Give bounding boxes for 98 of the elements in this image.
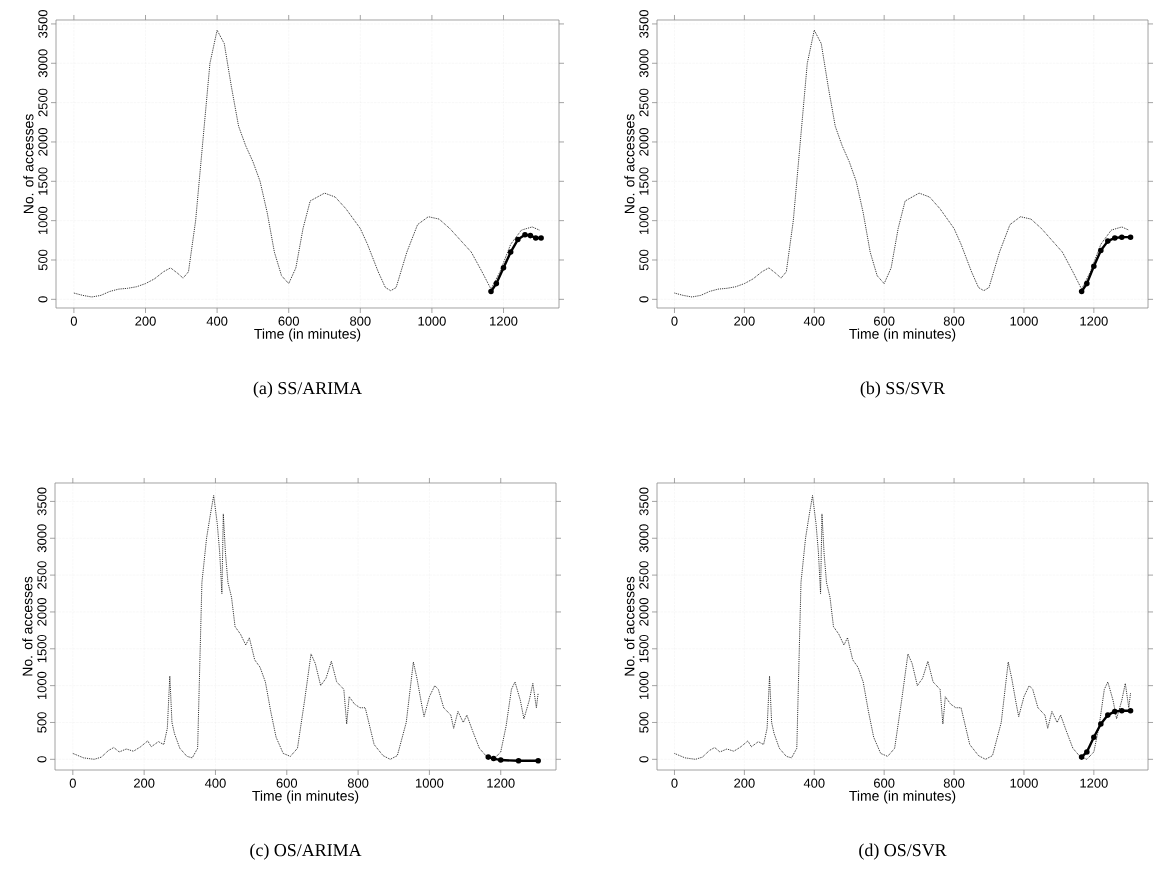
- x-tick-label: 600: [278, 316, 300, 326]
- point: [1091, 263, 1097, 270]
- y-tick-label: 0: [639, 296, 649, 303]
- x-tick-label: 200: [134, 778, 155, 788]
- x-tick-label: 400: [206, 316, 228, 326]
- text: (a) SS/ARIMA: [253, 381, 362, 398]
- point: [1078, 288, 1085, 295]
- x-tick-label: 1000: [415, 778, 444, 788]
- x-axis-title: Time (in minutes): [252, 790, 359, 804]
- y-tick-label: 0: [38, 296, 48, 303]
- x-tick-label: 1200: [490, 316, 518, 326]
- y-axis-title: No. of accesses: [624, 576, 635, 676]
- point: [1084, 280, 1090, 287]
- x-tick-label: 800: [943, 778, 965, 788]
- point: [1091, 734, 1097, 740]
- x-tick-label: 600: [276, 778, 298, 788]
- point: [1078, 754, 1085, 760]
- y-tick-label: 3000: [639, 49, 649, 78]
- point: [515, 236, 521, 243]
- y-axis-title: No. of accesses: [624, 114, 635, 214]
- x-tick-label: 1200: [487, 778, 515, 788]
- y-tick-label: 2000: [38, 128, 48, 156]
- y-tick-label: 1000: [38, 206, 48, 235]
- y-tick-label: 1500: [37, 634, 47, 663]
- x-tick-label: 1200: [1080, 316, 1108, 326]
- point: [1112, 708, 1118, 715]
- y-tick-label: 2500: [639, 88, 649, 117]
- x-tick-label: 400: [803, 778, 825, 788]
- point: [1098, 247, 1104, 254]
- y-tick-label: 0: [37, 756, 47, 763]
- point: [1127, 707, 1134, 714]
- point: [1127, 234, 1134, 240]
- y-tick-label: 2000: [639, 598, 649, 626]
- y-tick-label: 500: [38, 249, 48, 271]
- y-tick-label: 1000: [639, 671, 649, 700]
- text: (c) OS/ARIMA: [250, 843, 362, 860]
- y-tick-label: 500: [639, 712, 649, 733]
- point: [488, 288, 494, 295]
- y-tick-label: 2500: [38, 88, 48, 117]
- y-tick-label: 1000: [639, 206, 649, 235]
- x-tick-label: 200: [734, 316, 755, 326]
- x-tick-label: 200: [734, 778, 755, 788]
- y-tick-label: 500: [639, 249, 649, 271]
- y-tick-label: 0: [639, 756, 649, 763]
- x-tick-label: 0: [69, 778, 76, 788]
- x-tick-label: 200: [135, 316, 156, 326]
- y-tick-label: 2500: [37, 561, 47, 589]
- y-tick-label: 1500: [38, 167, 48, 195]
- point: [1119, 234, 1125, 240]
- point: [538, 235, 544, 241]
- y-tick-label: 1000: [37, 671, 47, 700]
- point: [493, 280, 500, 287]
- point: [1112, 235, 1118, 241]
- point: [527, 232, 534, 239]
- y-tick-label: 3000: [37, 524, 47, 553]
- x-tick-label: 1000: [1010, 316, 1038, 326]
- y-tick-label: 3500: [639, 10, 649, 38]
- x-tick-label: 800: [943, 316, 965, 326]
- y-tick-label: 3500: [639, 487, 649, 516]
- y-tick-label: 3000: [38, 49, 48, 78]
- y-tick-label: 3000: [639, 524, 649, 553]
- y-axis-title: No. of accesses: [23, 114, 34, 214]
- point: [522, 232, 528, 238]
- x-tick-label: 400: [204, 778, 226, 788]
- x-tick-label: 0: [671, 778, 678, 788]
- y-tick-label: 3500: [37, 487, 47, 516]
- text: (d) OS/SVR: [859, 843, 947, 860]
- point: [532, 235, 539, 241]
- line-series: [73, 29, 540, 298]
- y-tick-label: 1500: [639, 634, 649, 663]
- x-axis-title: Time (in minutes): [254, 328, 361, 342]
- x-axis-title: Time (in minutes): [849, 790, 956, 804]
- x-tick-label: 400: [803, 316, 825, 326]
- x-axis-title: Time (in minutes): [849, 328, 956, 342]
- y-tick-label: 2500: [639, 561, 649, 589]
- y-tick-label: 2000: [37, 598, 47, 626]
- y-axis-title: No. of accesses: [22, 576, 33, 676]
- point: [1119, 707, 1125, 714]
- point: [1105, 712, 1111, 718]
- x-tick-label: 800: [350, 316, 371, 326]
- text: (b) SS/SVR: [860, 381, 946, 398]
- point: [1098, 721, 1104, 727]
- x-tick-label: 1000: [1010, 778, 1038, 788]
- x-tick-label: 800: [347, 778, 369, 788]
- point: [1105, 238, 1111, 244]
- y-tick-label: 2000: [639, 128, 649, 156]
- x-tick-label: 1200: [1080, 778, 1108, 788]
- y-tick-label: 3500: [38, 10, 48, 38]
- x-tick-label: 600: [874, 316, 895, 326]
- x-tick-label: 600: [874, 778, 895, 788]
- y-tick-label: 1500: [639, 167, 649, 195]
- y-tick-label: 500: [37, 712, 47, 733]
- x-tick-label: 0: [671, 316, 678, 326]
- point: [507, 249, 514, 255]
- point: [500, 265, 507, 271]
- x-tick-label: 1000: [418, 316, 446, 326]
- x-tick-label: 0: [70, 316, 77, 326]
- point: [1084, 749, 1090, 755]
